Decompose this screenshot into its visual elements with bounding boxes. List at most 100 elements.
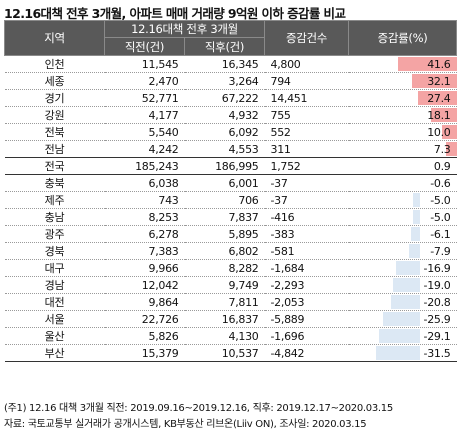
change-rate-cell: -19.0 xyxy=(348,276,457,294)
rate-bar xyxy=(446,142,457,156)
header-change-rate: 증감률(%) xyxy=(348,20,457,56)
after-cell: 5,895 xyxy=(184,225,265,243)
after-cell: 6,802 xyxy=(184,242,265,260)
table-row: 전국 185,243 186,995 1,752 0.9 xyxy=(4,157,457,175)
change-rate-cell: 10.0 xyxy=(348,123,457,141)
region-cell: 광주 xyxy=(4,225,105,243)
change-rate-cell: -31.5 xyxy=(348,344,457,362)
region-cell: 전국 xyxy=(4,157,105,175)
change-count-cell: -37 xyxy=(264,191,349,209)
before-cell: 52,771 xyxy=(104,89,185,107)
before-cell: 6,038 xyxy=(104,174,185,192)
after-cell: 9,749 xyxy=(184,276,265,294)
rate-bar xyxy=(379,329,420,343)
after-cell: 706 xyxy=(184,191,265,209)
after-cell: 67,222 xyxy=(184,89,265,107)
region-cell: 대구 xyxy=(4,259,105,277)
region-cell: 세종 xyxy=(4,72,105,90)
change-rate-cell: 27.4 xyxy=(348,89,457,107)
region-cell: 제주 xyxy=(4,191,105,209)
after-cell: 4,553 xyxy=(184,140,265,158)
rate-value: -29.1 xyxy=(423,329,451,343)
after-cell: 3,264 xyxy=(184,72,265,90)
table-row: 제주 743 706 -37 -5.0 xyxy=(4,191,457,209)
before-cell: 11,545 xyxy=(104,55,185,73)
change-rate-cell: -0.6 xyxy=(348,174,457,192)
region-cell: 전북 xyxy=(4,123,105,141)
change-count-cell: 755 xyxy=(264,106,349,124)
rate-bar xyxy=(390,295,420,309)
change-rate-cell: 0.9 xyxy=(348,157,457,175)
after-cell: 6,001 xyxy=(184,174,265,192)
after-cell: 7,837 xyxy=(184,208,265,226)
region-cell: 충남 xyxy=(4,208,105,226)
table-row: 전북 5,540 6,092 552 10.0 xyxy=(4,123,457,141)
rate-bar xyxy=(431,108,457,122)
change-count-cell: -5,889 xyxy=(264,310,349,328)
rate-value: 10.0 xyxy=(427,125,451,139)
table-row: 경남 12,042 9,749 -2,293 -19.0 xyxy=(4,276,457,294)
after-cell: 186,995 xyxy=(184,157,265,175)
region-cell: 충북 xyxy=(4,174,105,192)
before-cell: 12,042 xyxy=(104,276,185,294)
table-row: 대전 9,864 7,811 -2,053 -20.8 xyxy=(4,293,457,311)
table-row: 경기 52,771 67,222 14,451 27.4 xyxy=(4,89,457,107)
change-count-cell: -581 xyxy=(264,242,349,260)
change-rate-cell: 7.3 xyxy=(348,140,457,158)
comparison-table: 지역 12.16대책 전후 3개월 증감건수 증감률(%) 직전(건) 직후(건… xyxy=(4,20,457,362)
rate-bar xyxy=(383,312,420,326)
change-count-cell: 794 xyxy=(264,72,349,90)
header-before: 직전(건) xyxy=(104,37,185,56)
change-count-cell: -383 xyxy=(264,225,349,243)
rate-bar xyxy=(411,227,420,241)
rate-value: 7.3 xyxy=(433,142,451,156)
rate-bar xyxy=(412,193,420,207)
header-change-count: 증감건수 xyxy=(264,20,349,56)
table-row: 충북 6,038 6,001 -37 -0.6 xyxy=(4,174,457,192)
rate-value: 0.9 xyxy=(433,159,451,173)
header-after: 직후(건) xyxy=(184,37,265,56)
change-rate-cell: 18.1 xyxy=(348,106,457,124)
region-cell: 부산 xyxy=(4,344,105,362)
rate-bar xyxy=(442,125,457,139)
before-cell: 5,540 xyxy=(104,123,185,141)
table-row: 경북 7,383 6,802 -581 -7.9 xyxy=(4,242,457,260)
rate-bar xyxy=(418,91,457,105)
rate-bar xyxy=(375,346,420,360)
rate-value: 32.1 xyxy=(427,74,451,88)
region-cell: 경남 xyxy=(4,276,105,294)
before-cell: 8,253 xyxy=(104,208,185,226)
before-cell: 7,383 xyxy=(104,242,185,260)
rate-bar xyxy=(396,261,420,275)
change-count-cell: -2,053 xyxy=(264,293,349,311)
change-rate-cell: -16.9 xyxy=(348,259,457,277)
header-period: 12.16대책 전후 3개월 xyxy=(104,20,265,38)
region-cell: 전남 xyxy=(4,140,105,158)
before-cell: 4,242 xyxy=(104,140,185,158)
rate-value: 27.4 xyxy=(427,91,451,105)
change-rate-cell: -29.1 xyxy=(348,327,457,345)
rate-bar xyxy=(398,57,457,71)
after-cell: 16,837 xyxy=(184,310,265,328)
change-count-cell: -1,684 xyxy=(264,259,349,277)
change-rate-cell: 41.6 xyxy=(348,55,457,73)
after-cell: 16,345 xyxy=(184,55,265,73)
after-cell: 6,092 xyxy=(184,123,265,141)
before-cell: 743 xyxy=(104,191,185,209)
change-count-cell: 14,451 xyxy=(264,89,349,107)
rate-value: -5.0 xyxy=(430,193,451,207)
after-cell: 10,537 xyxy=(184,344,265,362)
before-cell: 5,826 xyxy=(104,327,185,345)
rate-value: -19.0 xyxy=(423,278,451,292)
page-title: 12.16대책 전후 3개월, 아파트 매매 거래량 9억원 이하 증감률 비교 xyxy=(4,6,346,21)
change-rate-cell: -6.1 xyxy=(348,225,457,243)
rate-value: -16.9 xyxy=(423,261,451,275)
rate-value: -5.0 xyxy=(430,210,451,224)
change-count-cell: -416 xyxy=(264,208,349,226)
change-rate-cell: -5.0 xyxy=(348,208,457,226)
table-row: 충남 8,253 7,837 -416 -5.0 xyxy=(4,208,457,226)
change-count-cell: -1,696 xyxy=(264,327,349,345)
footnote: (주1) 12.16 대책 3개월 직전: 2019.09.16~2019.12… xyxy=(4,403,393,414)
region-cell: 서울 xyxy=(4,310,105,328)
change-count-cell: -2,293 xyxy=(264,276,349,294)
